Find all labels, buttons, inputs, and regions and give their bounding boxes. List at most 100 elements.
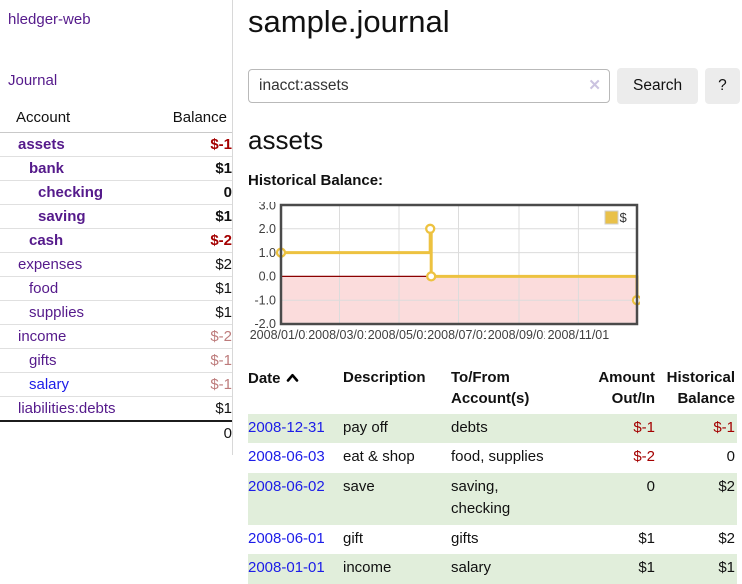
- transaction-description: save: [343, 473, 451, 525]
- clear-search-icon[interactable]: ✕: [588, 76, 601, 96]
- account-balance: $1: [116, 301, 232, 325]
- register-header-date[interactable]: Date: [248, 365, 343, 414]
- account-row: expenses $2: [0, 253, 232, 277]
- account-link-gifts[interactable]: gifts: [29, 352, 57, 369]
- account-row: cash $-2: [0, 229, 232, 253]
- account-row: gifts $-1: [0, 349, 232, 373]
- app-brand-link[interactable]: hledger-web: [8, 11, 91, 28]
- accounts-total-balance: 0: [116, 421, 232, 445]
- account-link-assets[interactable]: assets: [18, 136, 65, 153]
- account-balance: $1: [116, 205, 232, 229]
- sort-ascending-icon: [286, 367, 299, 388]
- register-row: 2008-06-02 save saving, checking 0 $2: [248, 473, 737, 525]
- transaction-description: eat & shop: [343, 443, 451, 473]
- transaction-accounts: salary: [451, 554, 581, 584]
- account-row: assets $-1: [0, 133, 232, 157]
- register-row: 2008-12-31 pay off debts $-1 $-1: [248, 414, 737, 444]
- search-button[interactable]: Search: [617, 68, 698, 104]
- accounts-total-row: 0: [0, 421, 232, 445]
- svg-text:-1.0: -1.0: [254, 293, 276, 307]
- account-link-income[interactable]: income: [18, 328, 66, 345]
- register-header-row: Date Description To/From Account(s) Amou…: [248, 365, 737, 414]
- sidebar-item-journal[interactable]: Journal: [8, 72, 57, 89]
- account-link-saving[interactable]: saving: [38, 208, 86, 225]
- register-header-balance: Historical Balance: [657, 365, 737, 414]
- transaction-amount: $-1: [581, 414, 657, 444]
- transaction-balance: $2: [657, 473, 737, 525]
- transaction-balance: $2: [657, 525, 737, 555]
- transaction-balance: $-1: [657, 414, 737, 444]
- register-header-description: Description: [343, 365, 451, 414]
- account-balance: $-1: [116, 373, 232, 397]
- search-form: ✕ Search ?: [248, 68, 737, 104]
- register-table: Date Description To/From Account(s) Amou…: [248, 365, 737, 584]
- account-row: saving $1: [0, 205, 232, 229]
- account-link-cash[interactable]: cash: [29, 232, 63, 249]
- register-header-amount: Amount Out/In: [581, 365, 657, 414]
- transaction-date-link[interactable]: 2008-06-02: [248, 478, 325, 495]
- account-row: liabilities:debts $1: [0, 397, 232, 422]
- transaction-accounts: food, supplies: [451, 443, 581, 473]
- transaction-accounts: gifts: [451, 525, 581, 555]
- account-balance: $-2: [116, 325, 232, 349]
- account-link-bank[interactable]: bank: [29, 160, 64, 177]
- svg-text:3.0: 3.0: [259, 202, 276, 213]
- sidebar: hledger-web Journal Account Balance asse…: [0, 0, 233, 455]
- account-row: income $-2: [0, 325, 232, 349]
- account-balance: $-1: [116, 133, 232, 157]
- transaction-date-link[interactable]: 2008-12-31: [248, 419, 325, 436]
- account-balance: 0: [116, 181, 232, 205]
- transaction-amount: $-2: [581, 443, 657, 473]
- x-axis-labels: 2008/01/01 2008/03/01 2008/05/01 2008/07…: [248, 328, 640, 345]
- x-axis-tick: 2008/11/01: [545, 328, 611, 342]
- transaction-balance: $1: [657, 554, 737, 584]
- transaction-description: gift: [343, 525, 451, 555]
- historical-balance-chart: 3.0 2.0 1.0 0.0 -1.0 -2.0 $ 2008/01/01 2…: [248, 202, 640, 349]
- transaction-accounts: debts: [451, 414, 581, 444]
- account-balance: $1: [116, 157, 232, 181]
- account-balance: $1: [116, 397, 232, 422]
- transaction-date-link[interactable]: 2008-01-01: [248, 559, 325, 576]
- account-row: salary $-1: [0, 373, 232, 397]
- chart-legend: $: [605, 210, 628, 225]
- register-header-accounts: To/From Account(s): [451, 365, 581, 414]
- account-balance: $2: [116, 253, 232, 277]
- transaction-balance: 0: [657, 443, 737, 473]
- account-row: food $1: [0, 277, 232, 301]
- transaction-date-link[interactable]: 2008-06-03: [248, 448, 325, 465]
- account-link-supplies[interactable]: supplies: [29, 304, 84, 321]
- x-axis-tick: 2008/09/01: [486, 328, 552, 342]
- legend-swatch: [605, 211, 618, 224]
- chart-title: Historical Balance:: [248, 172, 737, 189]
- transaction-date-link[interactable]: 2008-06-01: [248, 530, 325, 547]
- x-axis-tick: 2008/07/01: [426, 328, 492, 342]
- account-balance: $-2: [116, 229, 232, 253]
- negative-region: [282, 276, 636, 322]
- account-link-expenses[interactable]: expenses: [18, 256, 82, 273]
- search-help-button[interactable]: ?: [705, 68, 740, 104]
- account-row: bank $1: [0, 157, 232, 181]
- accounts-header-balance: Balance: [116, 109, 232, 133]
- x-axis-tick: 2008/03/01: [307, 328, 373, 342]
- transaction-accounts: saving, checking: [451, 473, 581, 525]
- transaction-amount: 0: [581, 473, 657, 525]
- account-balance: $-1: [116, 349, 232, 373]
- transaction-amount: $1: [581, 554, 657, 584]
- accounts-header-account: Account: [0, 109, 116, 133]
- account-balance: $1: [116, 277, 232, 301]
- account-link-salary[interactable]: salary: [29, 376, 69, 393]
- account-heading: assets: [248, 126, 737, 156]
- account-link-food[interactable]: food: [29, 280, 58, 297]
- page-title: sample.journal: [248, 4, 737, 40]
- x-axis-tick: 2008/05/01: [366, 328, 432, 342]
- search-input[interactable]: [248, 69, 610, 103]
- account-link-liabilities-debts[interactable]: liabilities:debts: [18, 400, 116, 417]
- transaction-amount: $1: [581, 525, 657, 555]
- y-axis-labels: 3.0 2.0 1.0 0.0 -1.0 -2.0: [254, 202, 276, 330]
- account-link-checking[interactable]: checking: [38, 184, 103, 201]
- main-content: sample.journal ✕ Search ? assets Histori…: [248, 0, 737, 584]
- svg-text:1.0: 1.0: [259, 246, 276, 260]
- account-row: supplies $1: [0, 301, 232, 325]
- accounts-balance-table: Account Balance assets $-1 bank $1 check…: [0, 109, 232, 445]
- svg-text:2.0: 2.0: [259, 222, 276, 236]
